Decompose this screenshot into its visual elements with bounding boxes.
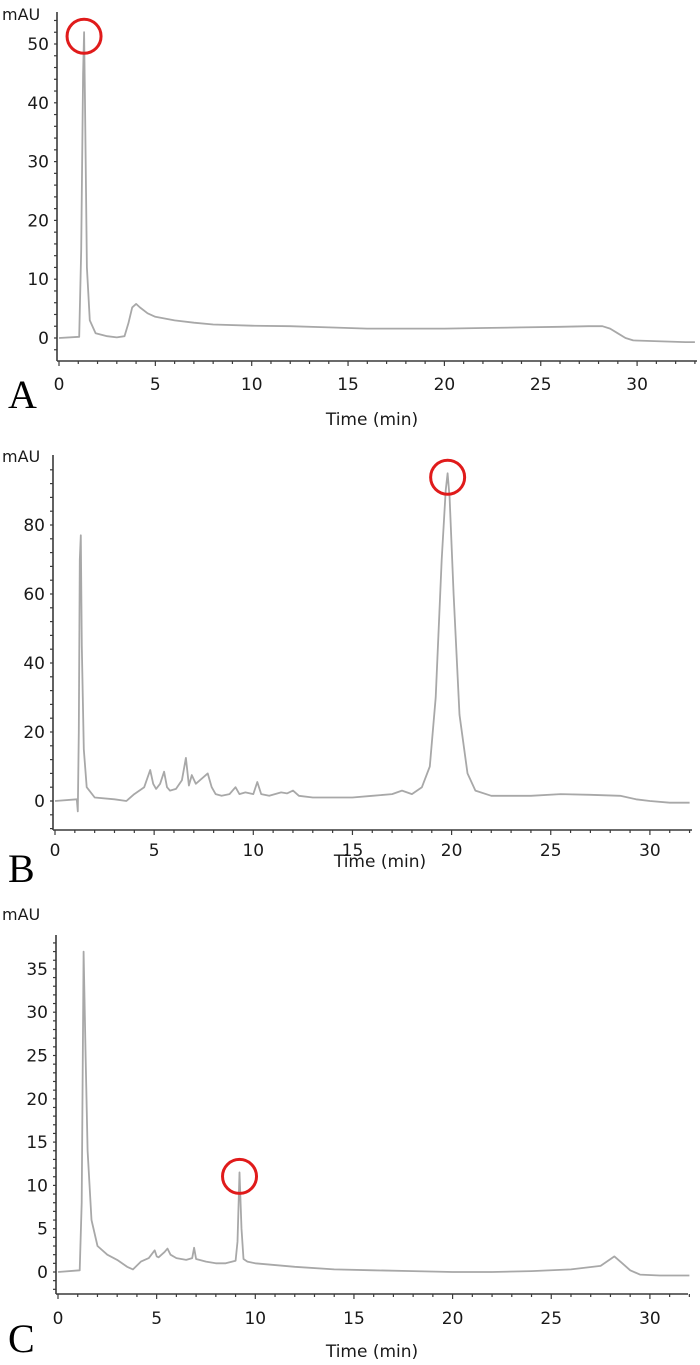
y-tick-label: 30 [26,1003,48,1023]
y-tick-label: 20 [27,211,49,231]
x-tick-label: 25 [540,1309,562,1329]
highlighted-peak-circle [65,17,103,55]
panel-c: 0 5 10 15 20 25 30 0 5 10 15 20 25 30 35 mAU Time (min) C [2,905,690,1362]
y-axis-unit-label: mAU [2,447,40,466]
x-tick-label: 10 [241,375,263,395]
x-tick-label: 5 [151,1309,162,1329]
x-tick-label: 10 [242,841,264,861]
x-tick-label: 20 [434,375,456,395]
x-tick-label: 0 [53,1309,64,1329]
y-axis-unit-label: mAU [2,905,40,924]
chromatogram-trace [54,472,690,813]
y-tick-label: 80 [23,516,45,536]
y-tick-label: 15 [26,1133,48,1153]
y-tick-label: 10 [27,270,49,290]
y-tick-label: 50 [27,35,49,55]
x-tick-label: 15 [343,1309,365,1329]
panel-letter: C [8,1316,35,1361]
x-tick-label: 5 [149,841,160,861]
panel-letter: A [8,372,37,417]
x-tick-label: 15 [337,375,359,395]
x-tick-label: 15 [342,841,364,861]
y-tick-label: 60 [23,585,45,605]
x-tick-label: 5 [150,375,161,395]
y-tick-label: 0 [37,1263,48,1283]
x-tick-label: 30 [639,841,661,861]
y-tick-label: 20 [26,1090,48,1110]
x-tick-label: 30 [626,375,648,395]
chromatogram-trace [58,31,695,344]
y-tick-label: 5 [37,1220,48,1240]
x-tick-label: 30 [639,1309,661,1329]
highlighted-peak-circle [221,1157,259,1195]
panel-a: 0 5 10 15 20 25 30 0 10 20 30 40 50 mAU Time (min) A [2,5,697,430]
panel-b: 0 5 10 15 20 25 30 0 20 40 60 80 mAU Time (min) B [2,447,692,891]
highlighted-peak-circle [429,458,467,496]
y-tick-label: 0 [34,792,45,812]
y-tick-label: 40 [27,94,49,114]
x-tick-label: 20 [442,1309,464,1329]
chromatogram-trace [57,950,690,1277]
x-tick-label: 25 [540,841,562,861]
x-tick-label: 20 [441,841,463,861]
x-axis-title: Time (min) [325,1342,418,1362]
y-tick-label: 35 [26,960,48,980]
y-tick-label: 30 [27,153,49,173]
x-tick-label: 10 [244,1309,266,1329]
x-axis-title: Time (min) [325,410,418,430]
y-axis-unit-label: mAU [2,5,40,24]
panel-letter: B [8,846,35,891]
y-tick-label: 20 [23,723,45,743]
y-tick-label: 40 [23,654,45,674]
y-tick-label: 25 [26,1047,48,1067]
x-axis-title: Time (min) [333,852,426,872]
y-tick-label: 10 [26,1176,48,1196]
y-tick-label: 0 [38,329,49,349]
x-tick-label: 0 [50,841,61,861]
x-tick-label: 25 [530,375,552,395]
x-tick-label: 0 [54,375,65,395]
